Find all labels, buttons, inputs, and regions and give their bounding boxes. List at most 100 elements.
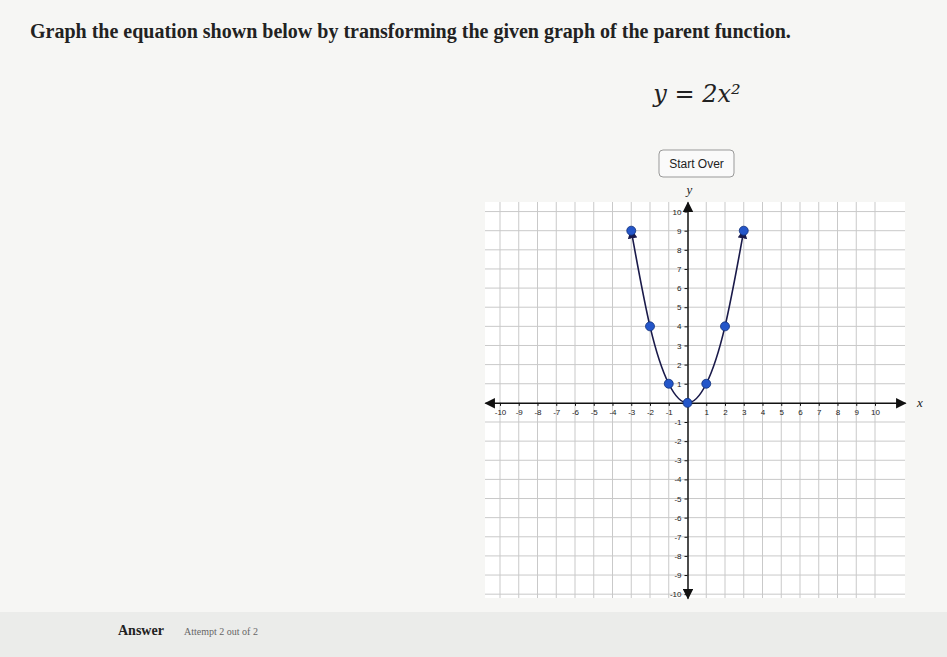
- tick-mark: [838, 403, 839, 406]
- attempt-label: Attempt 2 out of 2: [184, 626, 258, 637]
- start-over-button[interactable]: Start Over: [659, 150, 734, 177]
- tick-label: 5: [677, 303, 682, 312]
- tick: 2: [677, 361, 687, 370]
- tick-label: -7: [674, 533, 682, 542]
- tick: -9: [516, 403, 524, 417]
- tick-label: -6: [674, 514, 682, 523]
- tick-label: -9: [516, 408, 524, 417]
- point[interactable]: [702, 379, 711, 388]
- tick: 9: [677, 227, 687, 236]
- grid-line-y: [485, 575, 905, 576]
- tick-label: -2: [674, 437, 682, 446]
- point[interactable]: [646, 322, 655, 331]
- grid-line-y: [485, 555, 905, 556]
- tick: 7: [677, 265, 687, 274]
- grid-line-y: [485, 249, 905, 250]
- point[interactable]: [683, 398, 692, 407]
- tick-label: -3: [674, 456, 682, 465]
- tick: -2: [674, 437, 687, 446]
- grid-line-x: [500, 202, 501, 598]
- tick: 4: [761, 403, 766, 417]
- tick-label: 2: [723, 408, 728, 417]
- grid-line-x: [537, 202, 538, 598]
- tick-mark: [685, 212, 688, 213]
- tick: -6: [674, 514, 687, 523]
- tick-label: 8: [836, 408, 841, 417]
- answer-band: [0, 612, 947, 657]
- grid-line-y: [485, 517, 905, 518]
- grid-line-y: [485, 479, 905, 480]
- tick: 3: [677, 342, 687, 351]
- tick: 6: [798, 403, 803, 417]
- tick: 9: [855, 403, 860, 417]
- tick-label: -5: [674, 495, 682, 504]
- tick-label: -10: [495, 408, 507, 417]
- tick-label: -1: [666, 408, 674, 417]
- tick: -5: [674, 495, 687, 504]
- point[interactable]: [739, 226, 748, 235]
- tick: -7: [674, 533, 687, 542]
- tick: 5: [677, 303, 687, 312]
- tick-mark: [725, 403, 726, 406]
- tick: 3: [742, 403, 747, 417]
- tick-mark: [669, 403, 670, 406]
- tick-label: -3: [628, 408, 636, 417]
- axis-line: [486, 403, 906, 405]
- tick: 2: [723, 403, 728, 417]
- tick-label: 7: [677, 265, 682, 274]
- tick: -7: [553, 403, 561, 417]
- tick-mark: [800, 403, 801, 406]
- tick: -3: [628, 403, 636, 417]
- tick-label: -4: [674, 475, 682, 484]
- equation: y = 2x²: [652, 80, 740, 108]
- grid-line-y: [485, 307, 905, 308]
- grid-line-y: [485, 364, 905, 365]
- tick-label: 6: [677, 284, 682, 293]
- tick: -8: [674, 552, 687, 561]
- grid-line-x: [668, 202, 669, 598]
- tick-mark: [685, 422, 688, 423]
- grid-line-y: [485, 441, 905, 442]
- grid-line-y: [485, 422, 905, 423]
- tick-mark: [685, 250, 688, 251]
- chart: -10-9-8-7-6-5-4-3-2-112345678910-10-9-8-…: [485, 182, 923, 599]
- tick-mark: [685, 594, 688, 595]
- page: Graph the equation shown below by transf…: [0, 0, 947, 657]
- point[interactable]: [721, 322, 730, 331]
- button-label[interactable]: Start Over: [669, 157, 724, 171]
- tick-mark: [556, 403, 557, 406]
- tick-label: -2: [647, 408, 655, 417]
- grid-line-x: [818, 202, 819, 598]
- tick-mark: [685, 537, 688, 538]
- grid-line-x: [800, 202, 801, 598]
- grid-line-x: [725, 202, 726, 598]
- tick-label: 2: [677, 361, 682, 370]
- grid-line-x: [575, 202, 576, 598]
- tick-label: 9: [677, 227, 682, 236]
- tick-mark: [763, 403, 764, 406]
- tick: 10: [673, 208, 688, 217]
- tick-mark: [685, 499, 688, 500]
- tick: -3: [674, 456, 687, 465]
- button-box[interactable]: [659, 150, 734, 177]
- point[interactable]: [664, 379, 673, 388]
- tick-mark: [781, 403, 782, 406]
- grid-line-x: [518, 202, 519, 598]
- grid-line-y: [485, 326, 905, 327]
- grid-line-x: [631, 202, 632, 598]
- tick: 10: [871, 403, 880, 417]
- tick-mark: [631, 403, 632, 406]
- tick-mark: [685, 288, 688, 289]
- point[interactable]: [627, 226, 636, 235]
- grid-line-y: [485, 211, 905, 212]
- plot-area: [485, 202, 905, 598]
- tick-mark: [685, 307, 688, 308]
- tick-mark: [538, 403, 539, 406]
- tick: -4: [674, 475, 687, 484]
- tick-label: 7: [817, 408, 822, 417]
- tick-label: 1: [705, 408, 710, 417]
- grid-line-x: [856, 202, 857, 598]
- grid-line-y: [485, 288, 905, 289]
- tick-mark: [819, 403, 820, 406]
- tick-mark: [875, 403, 876, 406]
